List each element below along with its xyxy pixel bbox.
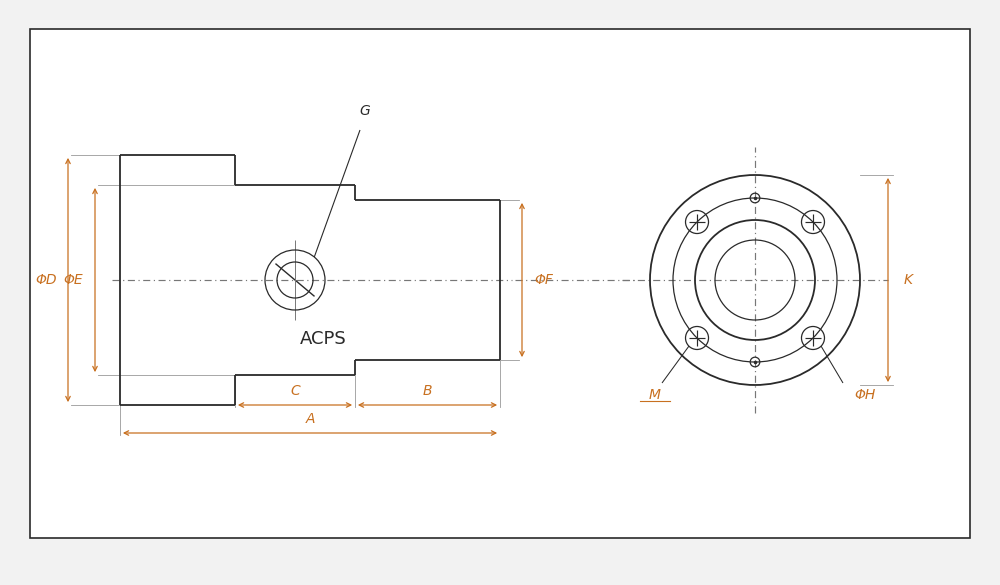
Text: ACPS: ACPS [300,331,347,348]
Text: B: B [423,384,432,398]
Text: G: G [360,104,370,118]
Text: ΦF: ΦF [535,273,553,287]
Text: ΦD: ΦD [35,273,57,287]
Text: C: C [290,384,300,398]
Text: M: M [649,388,661,402]
Text: A: A [305,412,315,426]
Text: K: K [903,273,913,287]
Text: ΦE: ΦE [63,273,83,287]
Text: ΦH: ΦH [854,388,876,402]
